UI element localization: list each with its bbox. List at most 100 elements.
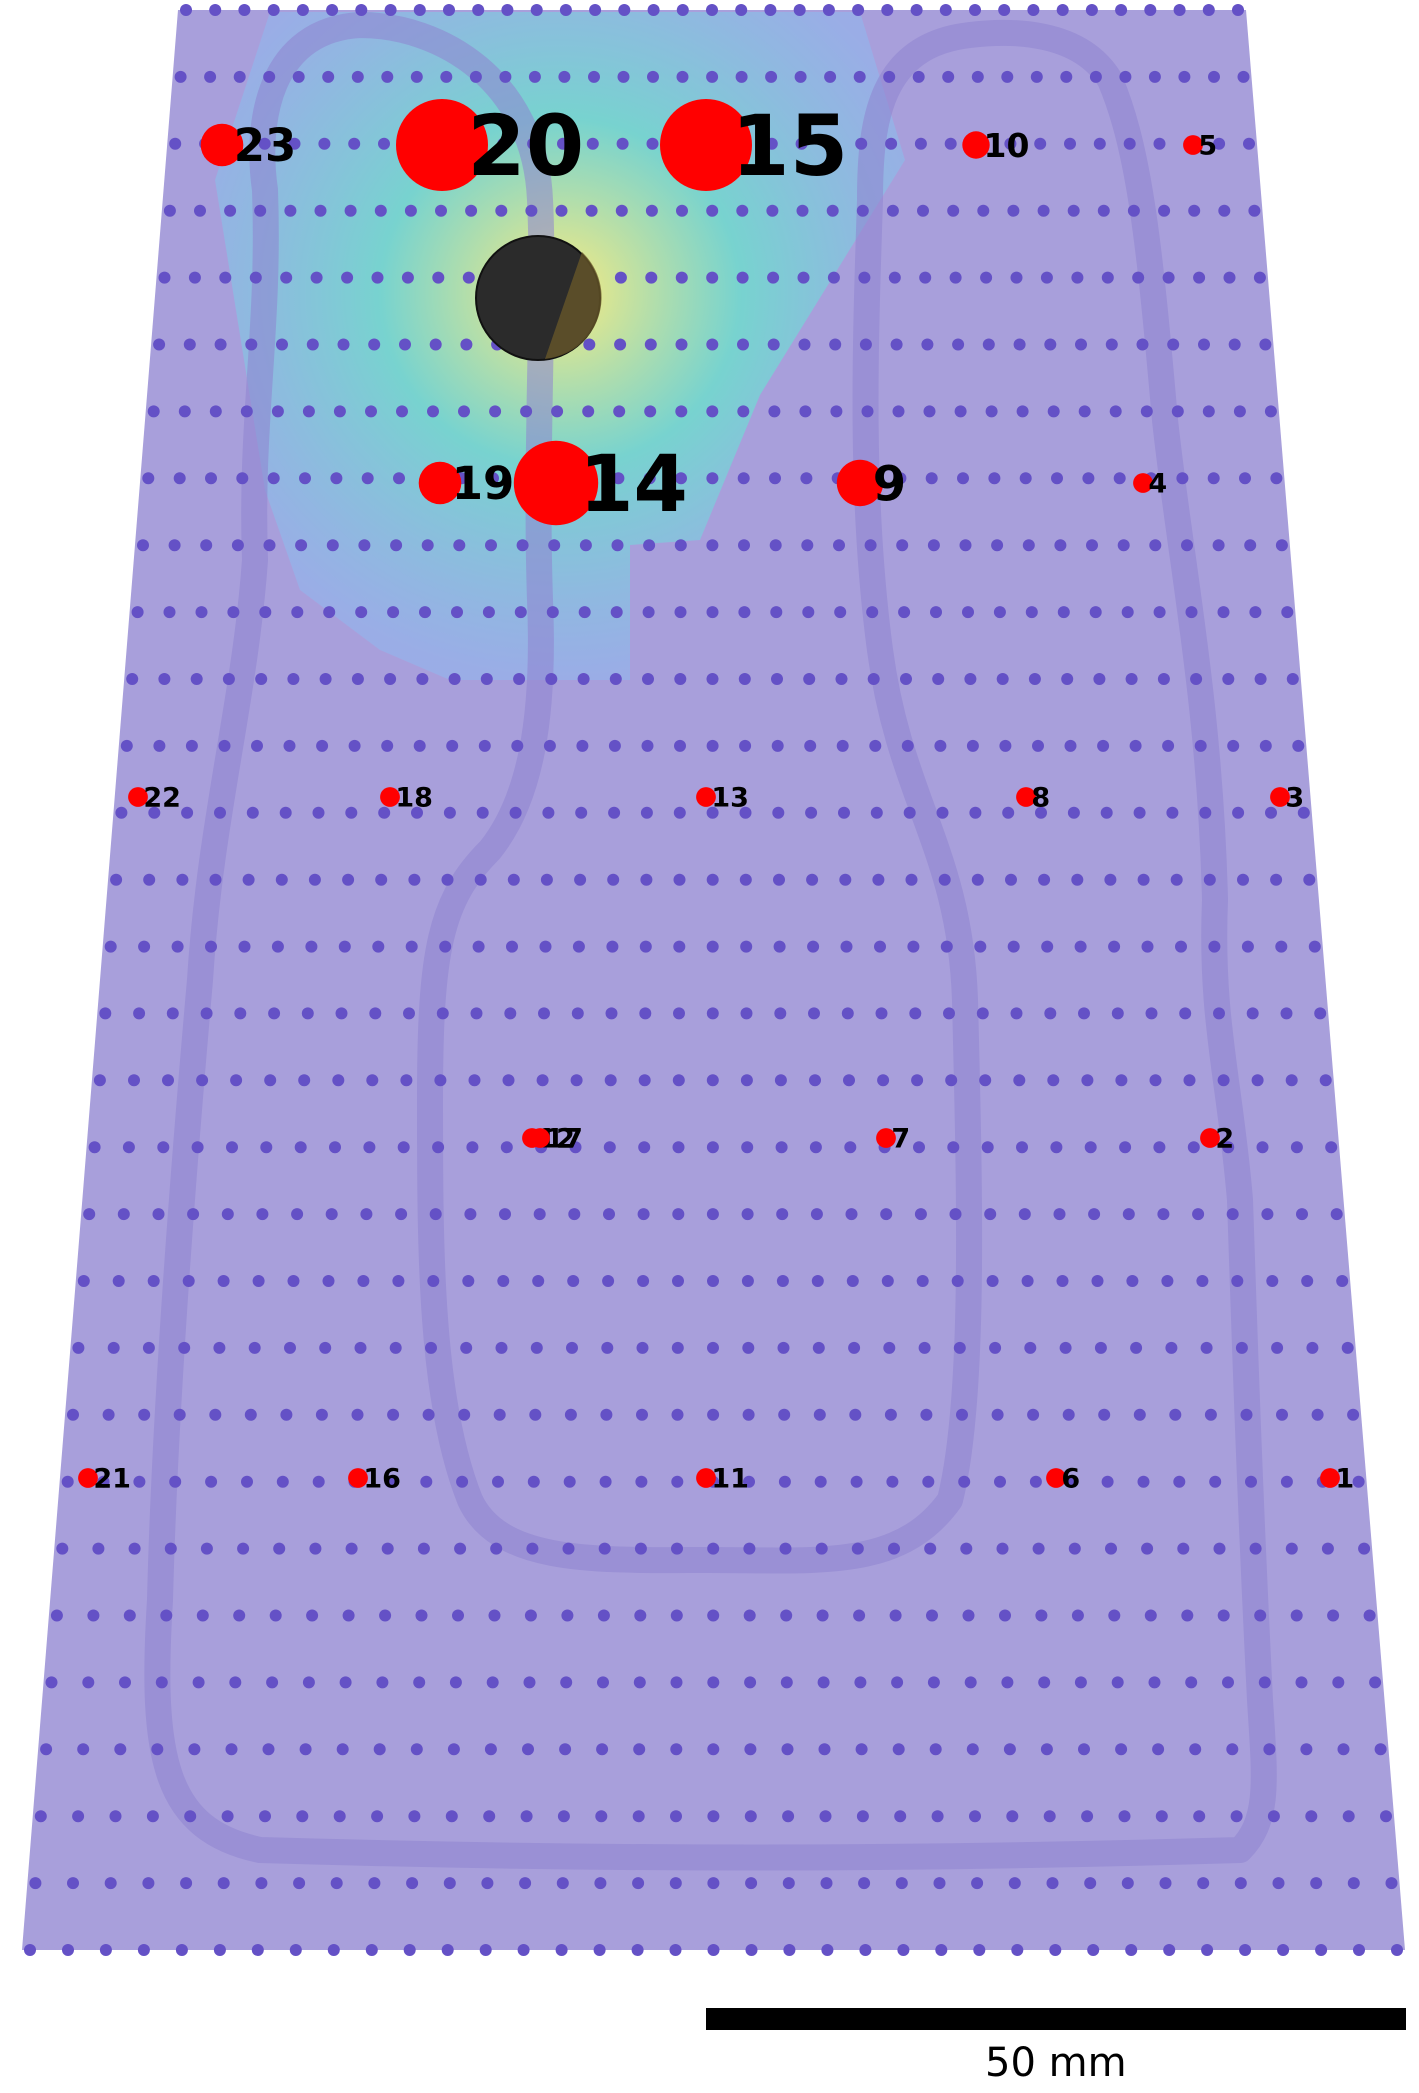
sensor-dot bbox=[1003, 1743, 1016, 1756]
sensor-dot bbox=[952, 338, 965, 351]
sensor-dot bbox=[966, 739, 979, 752]
sensor-dot bbox=[205, 940, 217, 953]
sensor-dot bbox=[458, 405, 470, 418]
sensor-dot bbox=[956, 1408, 968, 1421]
sensor-dot bbox=[295, 539, 308, 552]
sensor-dot bbox=[933, 1877, 946, 1890]
electrode-16: 16 bbox=[348, 1464, 401, 1495]
sensor-dot bbox=[1222, 1141, 1235, 1154]
sensor-dot bbox=[739, 739, 752, 752]
sensor-dot bbox=[920, 1408, 933, 1421]
sensor-dot bbox=[325, 1208, 338, 1221]
sensor-dot bbox=[964, 673, 977, 685]
sensor-dot bbox=[555, 204, 568, 217]
sensor-dot bbox=[1272, 1877, 1285, 1890]
sensor-dot bbox=[493, 1408, 506, 1421]
stimulus-highlight bbox=[545, 252, 602, 359]
sensor-dot bbox=[67, 1877, 79, 1890]
sensor-dot bbox=[706, 1074, 719, 1087]
sensor-dot bbox=[984, 1208, 997, 1221]
sensor-dot bbox=[251, 739, 263, 752]
electrode-marker bbox=[200, 123, 244, 167]
sensor-dot bbox=[511, 739, 524, 752]
sensor-dot bbox=[1258, 1676, 1271, 1689]
electrode-marker bbox=[836, 459, 884, 507]
sensor-dot bbox=[1353, 1944, 1365, 1956]
sensor-dot bbox=[1325, 1141, 1338, 1154]
sensor-dot bbox=[603, 1141, 616, 1154]
sensor-dot bbox=[814, 1475, 827, 1488]
sensor-dot bbox=[846, 1275, 859, 1287]
sensor-dot bbox=[938, 873, 951, 886]
sensor-dot bbox=[1081, 1074, 1094, 1087]
sensor-dot bbox=[308, 873, 321, 886]
sensor-dot bbox=[912, 70, 925, 83]
sensor-dot bbox=[173, 1408, 186, 1421]
electrode-marker bbox=[396, 99, 488, 191]
sensor-dot bbox=[841, 1007, 854, 1020]
sensor-dot bbox=[634, 1542, 647, 1555]
sensor-dot bbox=[644, 338, 657, 351]
sensor-dot bbox=[964, 1676, 977, 1689]
sensor-dot bbox=[1290, 1141, 1303, 1154]
sensor-dot bbox=[1119, 1141, 1132, 1154]
sensor-dot bbox=[999, 739, 1012, 752]
sensor-dot bbox=[706, 873, 719, 886]
sensor-dot bbox=[138, 1408, 151, 1421]
sensor-dot bbox=[369, 1007, 382, 1020]
sensor-dot bbox=[195, 606, 208, 619]
sensor-dot bbox=[506, 940, 518, 953]
sensor-dot bbox=[577, 673, 590, 685]
sensor-dot bbox=[227, 606, 240, 619]
sensor-dot bbox=[645, 204, 658, 217]
sensor-dot bbox=[153, 739, 166, 752]
sensor-dot bbox=[959, 539, 972, 552]
sensor-dot bbox=[796, 204, 809, 217]
sensor-dot bbox=[1314, 1007, 1327, 1020]
sensor-dot bbox=[1230, 1810, 1243, 1823]
sensor-dot bbox=[213, 1341, 226, 1354]
sensor-dot bbox=[633, 1676, 646, 1689]
sensor-dot bbox=[1002, 806, 1015, 819]
sensor-dot bbox=[707, 1676, 720, 1689]
sensor-dot bbox=[273, 1542, 286, 1555]
sensor-dot bbox=[1251, 1074, 1264, 1087]
sensor-dot bbox=[614, 338, 627, 351]
sensor-dot bbox=[1122, 1208, 1135, 1221]
sensor-dot bbox=[886, 204, 899, 217]
sensor-dot bbox=[782, 1877, 795, 1890]
sensor-dot bbox=[288, 137, 301, 150]
sensor-dot bbox=[1248, 204, 1261, 217]
sensor-dot bbox=[929, 1743, 942, 1756]
sensor-dot bbox=[1181, 1609, 1194, 1622]
electrode-marker bbox=[1016, 787, 1036, 807]
sensor-dot bbox=[1243, 137, 1255, 150]
sensor-dot bbox=[1178, 70, 1191, 83]
sensor-dot bbox=[774, 1007, 787, 1020]
sensor-dot bbox=[1007, 204, 1020, 217]
sensor-dot bbox=[1190, 673, 1203, 685]
sensor-dot bbox=[439, 940, 452, 953]
sensor-dot bbox=[1297, 806, 1310, 819]
sensor-dot bbox=[1043, 1810, 1056, 1823]
sensor-dot bbox=[1078, 405, 1091, 418]
electrode-marker bbox=[1183, 135, 1203, 155]
sensor-dot bbox=[979, 1074, 992, 1087]
sensor-dot bbox=[783, 1944, 796, 1956]
electrode-marker bbox=[380, 787, 400, 807]
sensor-dot bbox=[499, 70, 512, 83]
sensor-dot bbox=[495, 204, 508, 217]
sensor-dot bbox=[146, 1810, 159, 1823]
sensor-dot bbox=[280, 271, 293, 284]
electrode-label: 14 bbox=[579, 440, 688, 530]
sensor-dot bbox=[706, 405, 719, 418]
sensor-dot bbox=[809, 1141, 822, 1154]
sensor-dot bbox=[1144, 1609, 1157, 1622]
sensor-dot bbox=[1217, 606, 1230, 619]
sensor-dot bbox=[1091, 1275, 1104, 1287]
sensor-dot bbox=[255, 1877, 268, 1890]
sensor-dot bbox=[1082, 472, 1095, 485]
sensor-dot bbox=[583, 338, 596, 351]
electrode-marker bbox=[418, 461, 462, 505]
sensor-dot bbox=[563, 1475, 576, 1488]
